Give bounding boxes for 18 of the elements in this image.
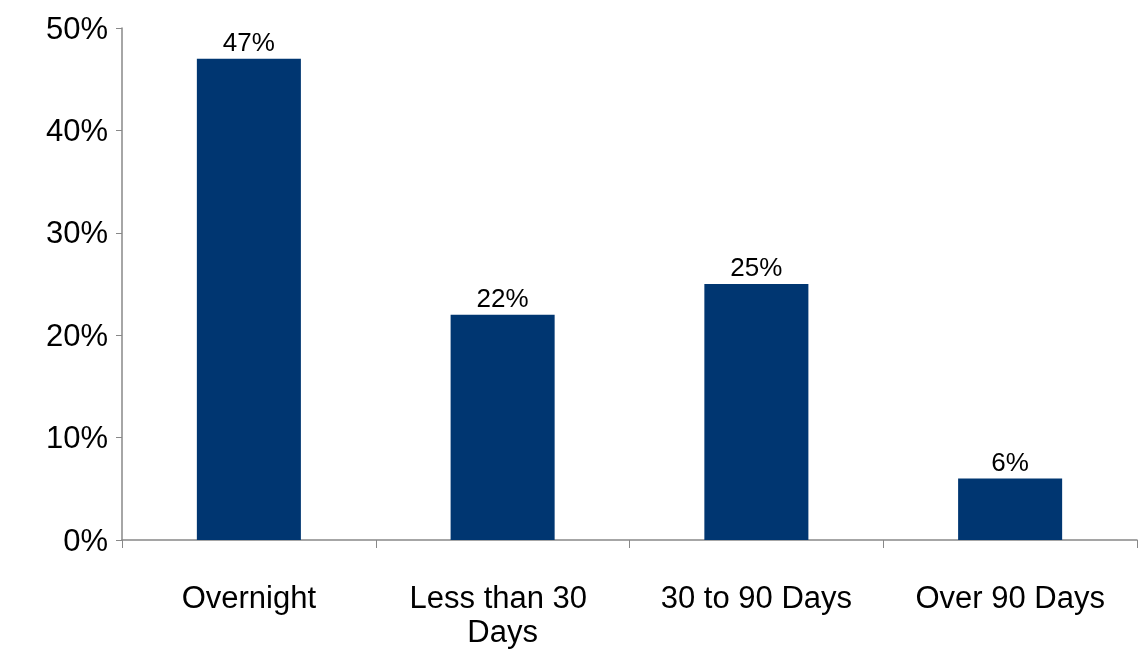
- y-tick-label: 20%: [45, 317, 108, 353]
- y-tick-label: 50%: [45, 10, 108, 46]
- data-label: 47%: [222, 26, 275, 57]
- x-tick-label: 30 to 90 Days: [660, 579, 853, 615]
- y-tick-label: 40%: [45, 112, 108, 148]
- x-tick-label: Over 90 Days: [915, 579, 1105, 615]
- x-tick-label: Overnight: [181, 579, 317, 615]
- data-label: 6%: [991, 446, 1029, 477]
- x-tick-label: Less than 30 Days: [409, 579, 596, 649]
- bar: [450, 314, 555, 540]
- bar: [958, 478, 1063, 540]
- y-tick-label: 30%: [45, 215, 108, 251]
- bar: [704, 284, 809, 540]
- y-tick-label: 10%: [45, 420, 108, 456]
- data-label: 22%: [476, 282, 529, 313]
- bar: [196, 58, 301, 540]
- y-tick-label: 0%: [63, 522, 108, 558]
- data-label: 25%: [730, 252, 783, 282]
